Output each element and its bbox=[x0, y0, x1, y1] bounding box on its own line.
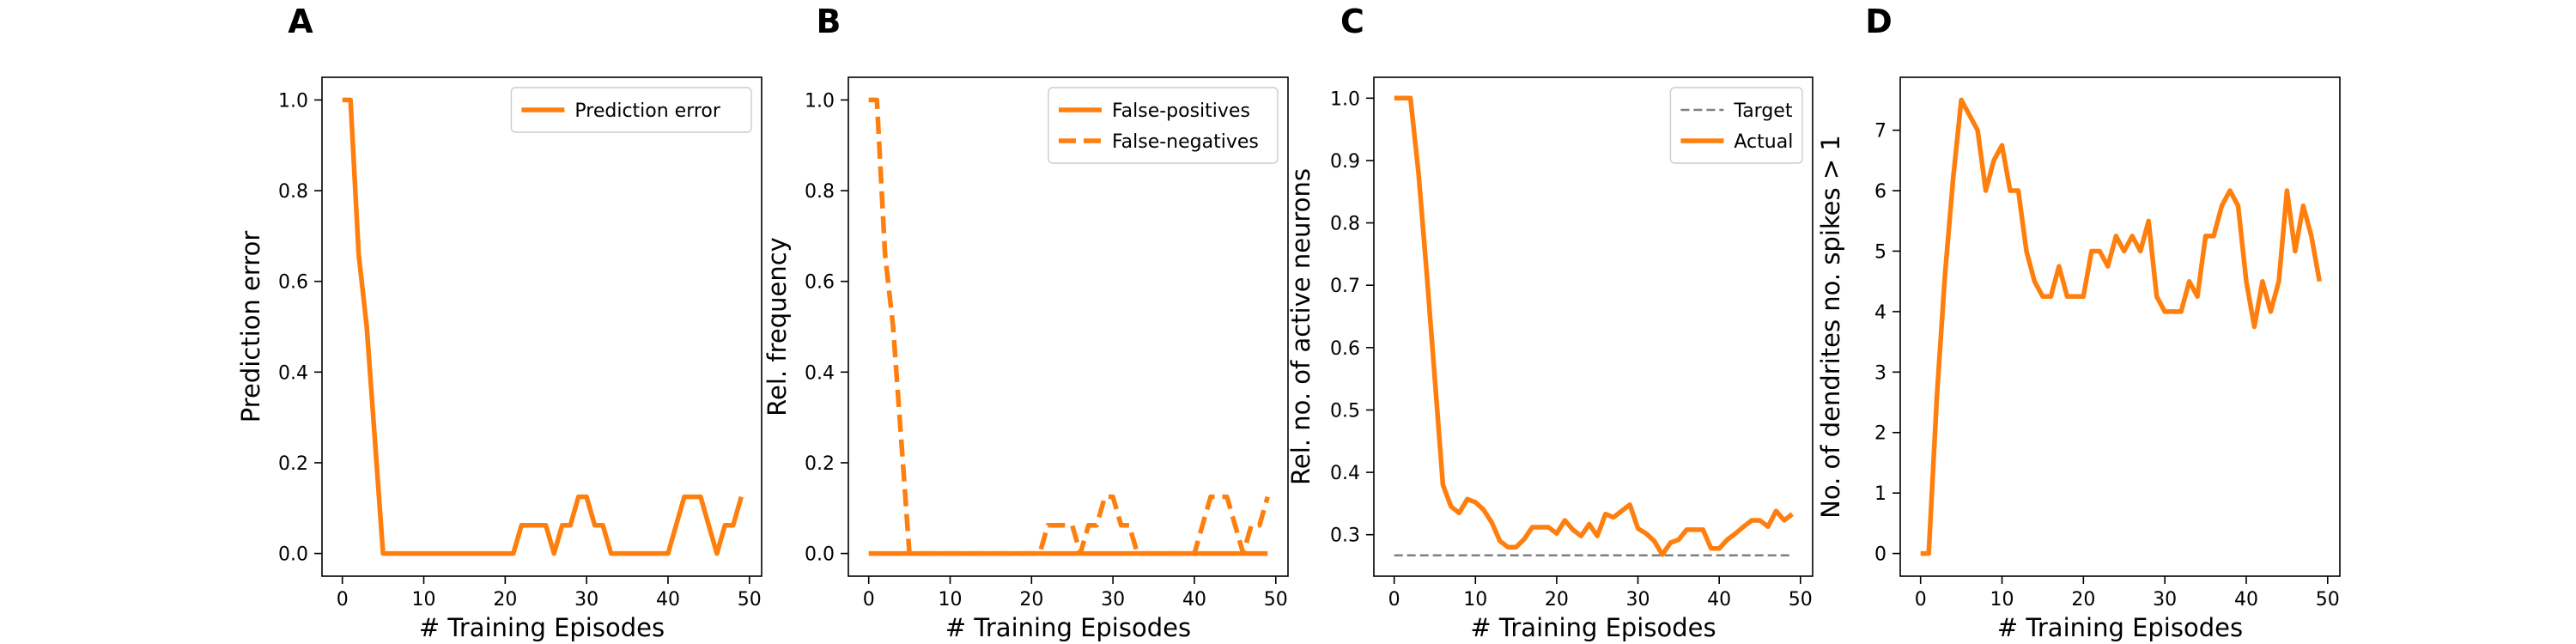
plot-area bbox=[868, 97, 1270, 556]
x-tick-label: 50 bbox=[738, 589, 762, 611]
y-tick-label: 0.4 bbox=[1330, 463, 1360, 484]
legend-entry: False-negatives bbox=[1112, 131, 1259, 153]
y-tick-label: 0.6 bbox=[805, 272, 835, 294]
y-tick-label: 0.8 bbox=[805, 181, 835, 203]
panel-letter-b: B bbox=[817, 3, 841, 40]
x-tick-label: 50 bbox=[2316, 589, 2340, 611]
y-tick-label: 0.0 bbox=[278, 544, 308, 566]
legend-box bbox=[510, 87, 752, 133]
series-line-prediction-error bbox=[342, 97, 744, 556]
legend: Target Actual bbox=[1669, 87, 1803, 164]
x-tick-label: 50 bbox=[1264, 589, 1288, 611]
x-tick-label: 20 bbox=[1545, 589, 1569, 611]
y-tick-label: 0.3 bbox=[1330, 526, 1360, 547]
y-tick-label: 2 bbox=[1874, 423, 1886, 445]
panel-letter-d: D bbox=[1865, 3, 1893, 40]
x-tick-label: 0 bbox=[1388, 589, 1400, 611]
y-tick-label: 3 bbox=[1874, 362, 1886, 384]
legend: False-positives False-negatives bbox=[1048, 87, 1279, 164]
y-tick-label: 7 bbox=[1874, 121, 1886, 143]
panel-d: D 0 10 20 30 40 50 0 1 2 3 4 5 6 7 # Training Episodes N… bbox=[1816, 3, 2341, 642]
x-tick-label: 10 bbox=[1990, 589, 2014, 611]
x-tick-label: 30 bbox=[2153, 589, 2177, 611]
y-tick-label: 5 bbox=[1874, 241, 1886, 263]
y-tick-label: 0.6 bbox=[1330, 338, 1360, 360]
y-tick-label: 0.4 bbox=[805, 362, 835, 384]
y-tick-label: 1.0 bbox=[805, 90, 835, 112]
y-tick-label: 0.2 bbox=[805, 453, 835, 475]
panel-letter-a: A bbox=[288, 3, 313, 40]
y-tick-label: 1.0 bbox=[1330, 88, 1360, 110]
panel-letter-c: C bbox=[1340, 3, 1364, 40]
y-tick-label: 0.4 bbox=[278, 362, 308, 384]
y-tick-label: 0.8 bbox=[1330, 214, 1360, 235]
legend-box bbox=[1048, 87, 1279, 164]
legend-entry: Prediction error bbox=[574, 100, 720, 122]
legend-entry: False-positives bbox=[1112, 100, 1250, 122]
series-line-false-negatives bbox=[868, 97, 1270, 556]
x-tick-label: 30 bbox=[574, 589, 598, 611]
x-tick-label: 10 bbox=[1463, 589, 1487, 611]
y-tick-label: 0.6 bbox=[278, 272, 308, 294]
legend-entry: Actual bbox=[1734, 131, 1793, 153]
series-line-actual bbox=[1394, 95, 1794, 557]
plot-area bbox=[1920, 97, 2323, 556]
x-tick-label: 0 bbox=[863, 589, 875, 611]
x-tick-label: 0 bbox=[337, 589, 349, 611]
y-tick-label: 1.0 bbox=[278, 90, 308, 112]
x-tick-label: 10 bbox=[412, 589, 436, 611]
x-tick-label: 0 bbox=[1915, 589, 1927, 611]
axes-frame bbox=[321, 76, 762, 577]
x-tick-label: 40 bbox=[1707, 589, 1731, 611]
x-axis-label: # Training Episodes bbox=[1997, 613, 2243, 642]
panel-c: C 0 10 20 30 40 50 0.3 0.4 0.5 0.6 0.7 0.8 0.9 1.0 # Tr… bbox=[1286, 3, 1814, 642]
x-tick-label: 20 bbox=[2071, 589, 2095, 611]
x-axis-label: # Training Episodes bbox=[419, 613, 665, 642]
y-tick-label: 6 bbox=[1874, 181, 1886, 203]
y-axis-label: Rel. frequency bbox=[762, 237, 792, 416]
x-tick-label: 50 bbox=[1789, 589, 1813, 611]
y-tick-label: 0.8 bbox=[278, 181, 308, 203]
legend-entry: Target bbox=[1733, 100, 1792, 122]
y-axis-label: No. of dendrites no. spikes > 1 bbox=[1816, 135, 1845, 519]
axes-frame bbox=[848, 76, 1289, 577]
axes-frame bbox=[1373, 76, 1814, 577]
x-tick-label: 20 bbox=[1019, 589, 1043, 611]
x-tick-label: 40 bbox=[1182, 589, 1206, 611]
panel-a: A 0 10 20 30 40 50 0.0 0.2 0.4 0.6 0.8 1.0 # Training… bbox=[236, 3, 762, 642]
x-tick-label: 40 bbox=[2234, 589, 2258, 611]
legend: Prediction error bbox=[510, 87, 752, 133]
y-axis-label: Rel. no. of active neurons bbox=[1286, 168, 1315, 485]
series-line-data bbox=[1920, 97, 2323, 556]
x-tick-label: 10 bbox=[939, 589, 963, 611]
plot-area bbox=[1394, 95, 1794, 557]
y-tick-label: 0.5 bbox=[1330, 400, 1360, 422]
y-tick-label: 0.0 bbox=[805, 544, 835, 566]
x-tick-label: 30 bbox=[1101, 589, 1125, 611]
y-tick-label: 4 bbox=[1874, 302, 1886, 324]
x-tick-label: 30 bbox=[1626, 589, 1650, 611]
legend-box bbox=[1669, 87, 1803, 164]
y-tick-label: 1 bbox=[1874, 483, 1886, 505]
panel-b: B 0 10 20 30 40 50 0.0 0.2 0.4 0.6 0.8 1.0 # Training… bbox=[762, 3, 1289, 642]
x-tick-label: 40 bbox=[656, 589, 680, 611]
y-tick-label: 0.9 bbox=[1330, 151, 1360, 173]
y-axis-label: Prediction error bbox=[236, 231, 265, 423]
plot-area bbox=[342, 97, 744, 556]
x-axis-label: # Training Episodes bbox=[945, 613, 1191, 642]
x-tick-label: 20 bbox=[493, 589, 517, 611]
y-tick-label: 0.2 bbox=[278, 453, 308, 475]
y-tick-label: 0 bbox=[1874, 544, 1886, 566]
y-tick-label: 0.7 bbox=[1330, 276, 1360, 297]
x-axis-label: # Training Episodes bbox=[1470, 613, 1716, 642]
axes-frame bbox=[1899, 76, 2341, 577]
